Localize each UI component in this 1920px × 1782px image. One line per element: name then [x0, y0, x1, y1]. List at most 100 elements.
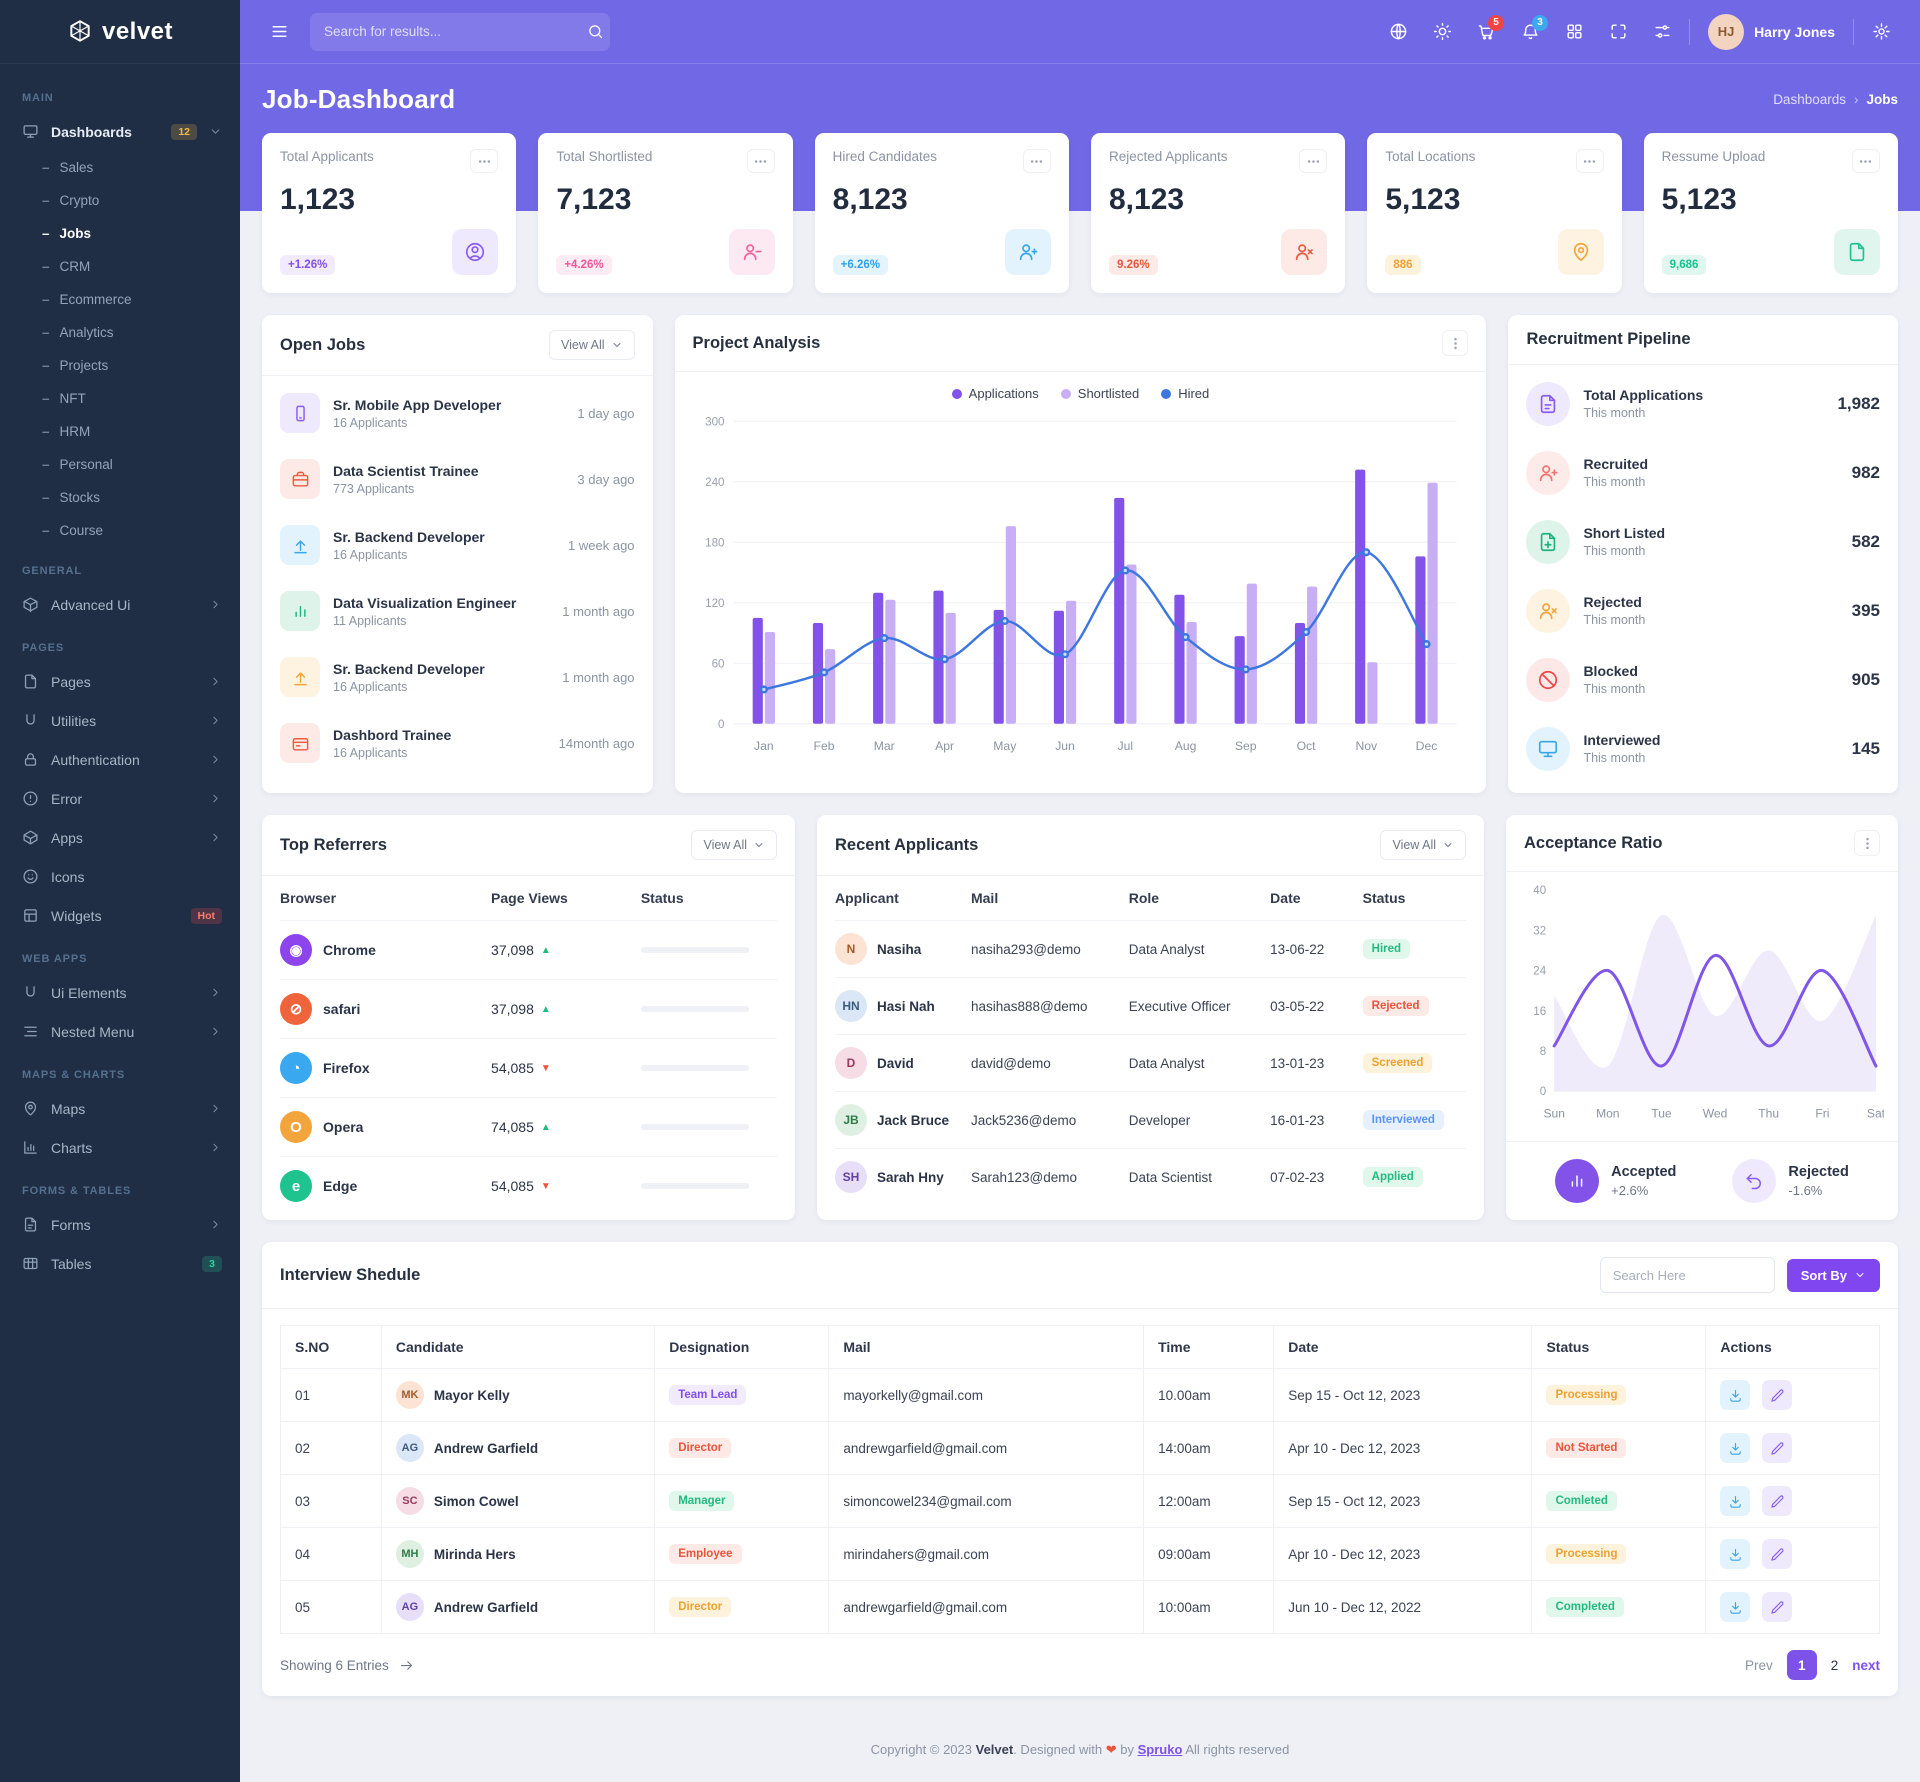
- hamburger-menu-button[interactable]: [262, 15, 296, 49]
- language-button[interactable]: [1381, 15, 1415, 49]
- sidebar-item-maps[interactable]: Maps: [0, 1089, 240, 1128]
- designation-badge: Team Lead: [669, 1385, 747, 1406]
- cart-button[interactable]: 5: [1469, 14, 1505, 49]
- column-header: Page Views: [491, 890, 568, 906]
- sidebar-item-projects[interactable]: – Projects: [0, 349, 240, 382]
- map-pin-icon: [22, 1100, 39, 1117]
- theme-toggle-button[interactable]: [1425, 15, 1459, 49]
- avatar: HJ: [1708, 13, 1745, 50]
- legend-item-hired[interactable]: Hired: [1161, 386, 1209, 401]
- open-job-item[interactable]: Data Visualization Engineer 11 Applicant…: [280, 578, 635, 644]
- settings-button[interactable]: [1864, 15, 1898, 49]
- sidebar-item-error[interactable]: Error: [0, 779, 240, 818]
- sidebar-item-authentication[interactable]: Authentication: [0, 740, 240, 779]
- stat-card-more-button[interactable]: [1022, 149, 1051, 173]
- sidebar-item-widgets[interactable]: Widgets Hot: [0, 896, 240, 935]
- sidebar-item-analytics[interactable]: – Analytics: [0, 316, 240, 349]
- applicant-role: Data Scientist: [1128, 1169, 1213, 1185]
- sidebar-item-course[interactable]: – Course: [0, 514, 240, 547]
- stat-card-more-button[interactable]: [1851, 149, 1880, 173]
- recent-applicants-view-all-button[interactable]: View All: [1380, 830, 1466, 860]
- legend-label: Shortlisted: [1077, 386, 1140, 401]
- pagination-prev[interactable]: Prev: [1744, 1657, 1773, 1673]
- schedule-search-input[interactable]: [1599, 1257, 1775, 1294]
- sidebar-item-tables[interactable]: Tables 3: [0, 1244, 240, 1283]
- topbar: 5 3 HJ Harry Jones: [240, 0, 1920, 64]
- open-jobs-view-all-button[interactable]: View All: [548, 330, 635, 360]
- page-views: 37,098 ▲: [491, 1001, 551, 1017]
- sort-by-button[interactable]: Sort By: [1786, 1258, 1880, 1292]
- applicant-date: 03-05-22: [1270, 998, 1325, 1014]
- sidebar-item-ui-elements[interactable]: Ui Elements: [0, 973, 240, 1012]
- sidebar-item-ecommerce[interactable]: – Ecommerce: [0, 283, 240, 316]
- sidebar-item-sales[interactable]: – Sales: [0, 151, 240, 184]
- sidebar-item-apps[interactable]: Apps: [0, 818, 240, 857]
- legend-item-applications[interactable]: Applications: [951, 386, 1039, 401]
- sidebar-item-dashboards[interactable]: Dashboards 12: [0, 112, 240, 151]
- legend-item-shortlisted[interactable]: Shortlisted: [1060, 386, 1140, 401]
- stat-card-more-button[interactable]: [746, 149, 775, 173]
- edit-button[interactable]: [1762, 1380, 1793, 1411]
- edit-button[interactable]: [1762, 1592, 1793, 1623]
- notifications-button[interactable]: 3: [1513, 14, 1549, 49]
- sidebar: velvet MAIN Dashboards 12 – Sales – Cryp…: [0, 0, 240, 1782]
- file-icon: [1833, 229, 1880, 275]
- sidebar-item-nested-menu[interactable]: Nested Menu: [0, 1012, 240, 1051]
- edit-button[interactable]: [1762, 1486, 1793, 1517]
- acceptance-ratio-menu-button[interactable]: [1854, 830, 1880, 856]
- sidebar-item-utilities[interactable]: Utilities: [0, 701, 240, 740]
- sidebar-item-icons[interactable]: Icons: [0, 857, 240, 896]
- open-job-item[interactable]: Data Scientist Trainee 773 Applicants 3 …: [280, 446, 635, 512]
- pagination-next[interactable]: next: [1852, 1657, 1880, 1673]
- download-icon: [1728, 1547, 1743, 1562]
- download-button[interactable]: [1720, 1592, 1751, 1623]
- sidebar-item-crm[interactable]: – CRM: [0, 250, 240, 283]
- breadcrumb-dashboards[interactable]: Dashboards: [1773, 92, 1846, 107]
- sidebar-item-crypto[interactable]: – Crypto: [0, 184, 240, 217]
- sidebar-item-stocks[interactable]: – Stocks: [0, 481, 240, 514]
- job-applicants: 773 Applicants: [333, 481, 415, 496]
- monitor-icon: [22, 123, 39, 140]
- applicant-date: 16-01-23: [1270, 1112, 1325, 1128]
- sidebar-item-personal[interactable]: – Personal: [0, 448, 240, 481]
- download-button[interactable]: [1720, 1433, 1751, 1464]
- download-button[interactable]: [1720, 1380, 1751, 1411]
- download-button[interactable]: [1720, 1486, 1751, 1517]
- sidebar-item-nft[interactable]: – NFT: [0, 382, 240, 415]
- spruko-link[interactable]: Spruko: [1137, 1742, 1183, 1758]
- trend-up-icon: ▲: [540, 1121, 551, 1133]
- edit-button[interactable]: [1762, 1433, 1793, 1464]
- filters-button[interactable]: [1645, 15, 1679, 49]
- open-job-item[interactable]: Sr. Backend Developer 16 Applicants 1 mo…: [280, 644, 635, 710]
- sidebar-item-advanced-ui[interactable]: Advanced Ui: [0, 585, 240, 624]
- stat-card-more-button[interactable]: [1575, 149, 1604, 173]
- download-button[interactable]: [1720, 1539, 1751, 1570]
- sidebar-item-jobs[interactable]: – Jobs: [0, 217, 240, 250]
- search-icon[interactable]: [587, 23, 604, 40]
- fullscreen-button[interactable]: [1601, 15, 1635, 49]
- svg-text:Wed: Wed: [1703, 1106, 1728, 1120]
- open-job-item[interactable]: Sr. Mobile App Developer 16 Applicants 1…: [280, 380, 635, 446]
- sidebar-item-pages[interactable]: Pages: [0, 662, 240, 701]
- sidebar-item-forms[interactable]: Forms: [0, 1205, 240, 1244]
- project-analysis-menu-button[interactable]: [1442, 330, 1469, 356]
- chevron-right-icon: [209, 675, 222, 688]
- stat-card-more-button[interactable]: [1299, 149, 1328, 173]
- column-header: Status: [1362, 890, 1406, 906]
- sidebar-item-hrm[interactable]: – HRM: [0, 415, 240, 448]
- apps-grid-button[interactable]: [1557, 15, 1591, 49]
- pipeline-item-short-listed: Short Listed This month 582: [1526, 507, 1880, 576]
- edit-button[interactable]: [1762, 1539, 1793, 1570]
- user-menu[interactable]: HJ Harry Jones: [1700, 13, 1843, 50]
- stat-card-more-button[interactable]: [470, 149, 499, 173]
- global-search[interactable]: [310, 12, 610, 51]
- pagination-page-2[interactable]: 2: [1830, 1657, 1839, 1673]
- svg-text:Sat: Sat: [1867, 1106, 1884, 1120]
- search-input[interactable]: [324, 24, 587, 39]
- open-job-item[interactable]: Dashbord Trainee 16 Applicants 14month a…: [280, 710, 635, 776]
- sidebar-item-charts[interactable]: Charts: [0, 1128, 240, 1167]
- brand-logo[interactable]: velvet: [0, 0, 240, 64]
- top-referrers-view-all-button[interactable]: View All: [691, 830, 777, 860]
- open-job-item[interactable]: Sr. Backend Developer 16 Applicants 1 we…: [280, 512, 635, 578]
- pagination-page-1[interactable]: 1: [1786, 1650, 1817, 1681]
